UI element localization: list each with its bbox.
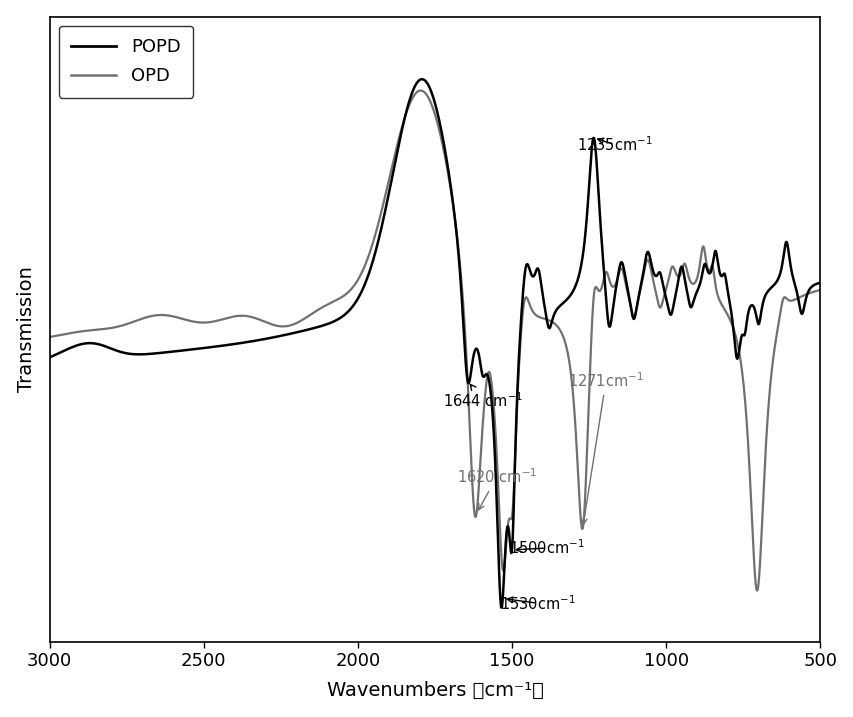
POPD — [534, 269, 544, 277]
OPD — [323, 300, 334, 308]
OPD — [44, 333, 55, 341]
POPD — [657, 277, 667, 286]
Text: 1271cm$^{-1}$: 1271cm$^{-1}$ — [567, 371, 643, 524]
Text: 1500cm$^{-1}$: 1500cm$^{-1}$ — [508, 538, 584, 557]
OPD — [815, 285, 825, 294]
Text: 1644 cm$^{-1}$: 1644 cm$^{-1}$ — [442, 384, 522, 409]
Y-axis label: Transmission: Transmission — [17, 266, 36, 392]
OPD — [534, 313, 544, 321]
POPD — [615, 258, 625, 267]
POPD — [83, 339, 93, 348]
Text: 1235cm$^{-1}$: 1235cm$^{-1}$ — [576, 136, 652, 154]
Line: POPD: POPD — [49, 79, 820, 608]
POPD — [44, 353, 55, 362]
POPD — [323, 319, 334, 328]
OPD — [83, 326, 93, 335]
POPD — [496, 604, 506, 612]
Text: 1620 cm$^{-1}$: 1620 cm$^{-1}$ — [456, 467, 537, 510]
OPD — [615, 264, 625, 272]
POPD — [500, 538, 510, 546]
OPD — [751, 587, 762, 595]
Line: OPD: OPD — [49, 90, 820, 591]
Legend: POPD, OPD: POPD, OPD — [59, 26, 193, 98]
POPD — [416, 75, 426, 83]
X-axis label: Wavenumbers （cm⁻¹）: Wavenumbers （cm⁻¹） — [326, 681, 543, 701]
OPD — [500, 545, 510, 554]
Text: 1530cm$^{-1}$: 1530cm$^{-1}$ — [499, 594, 575, 612]
OPD — [656, 299, 666, 308]
OPD — [415, 86, 426, 95]
POPD — [815, 278, 825, 287]
